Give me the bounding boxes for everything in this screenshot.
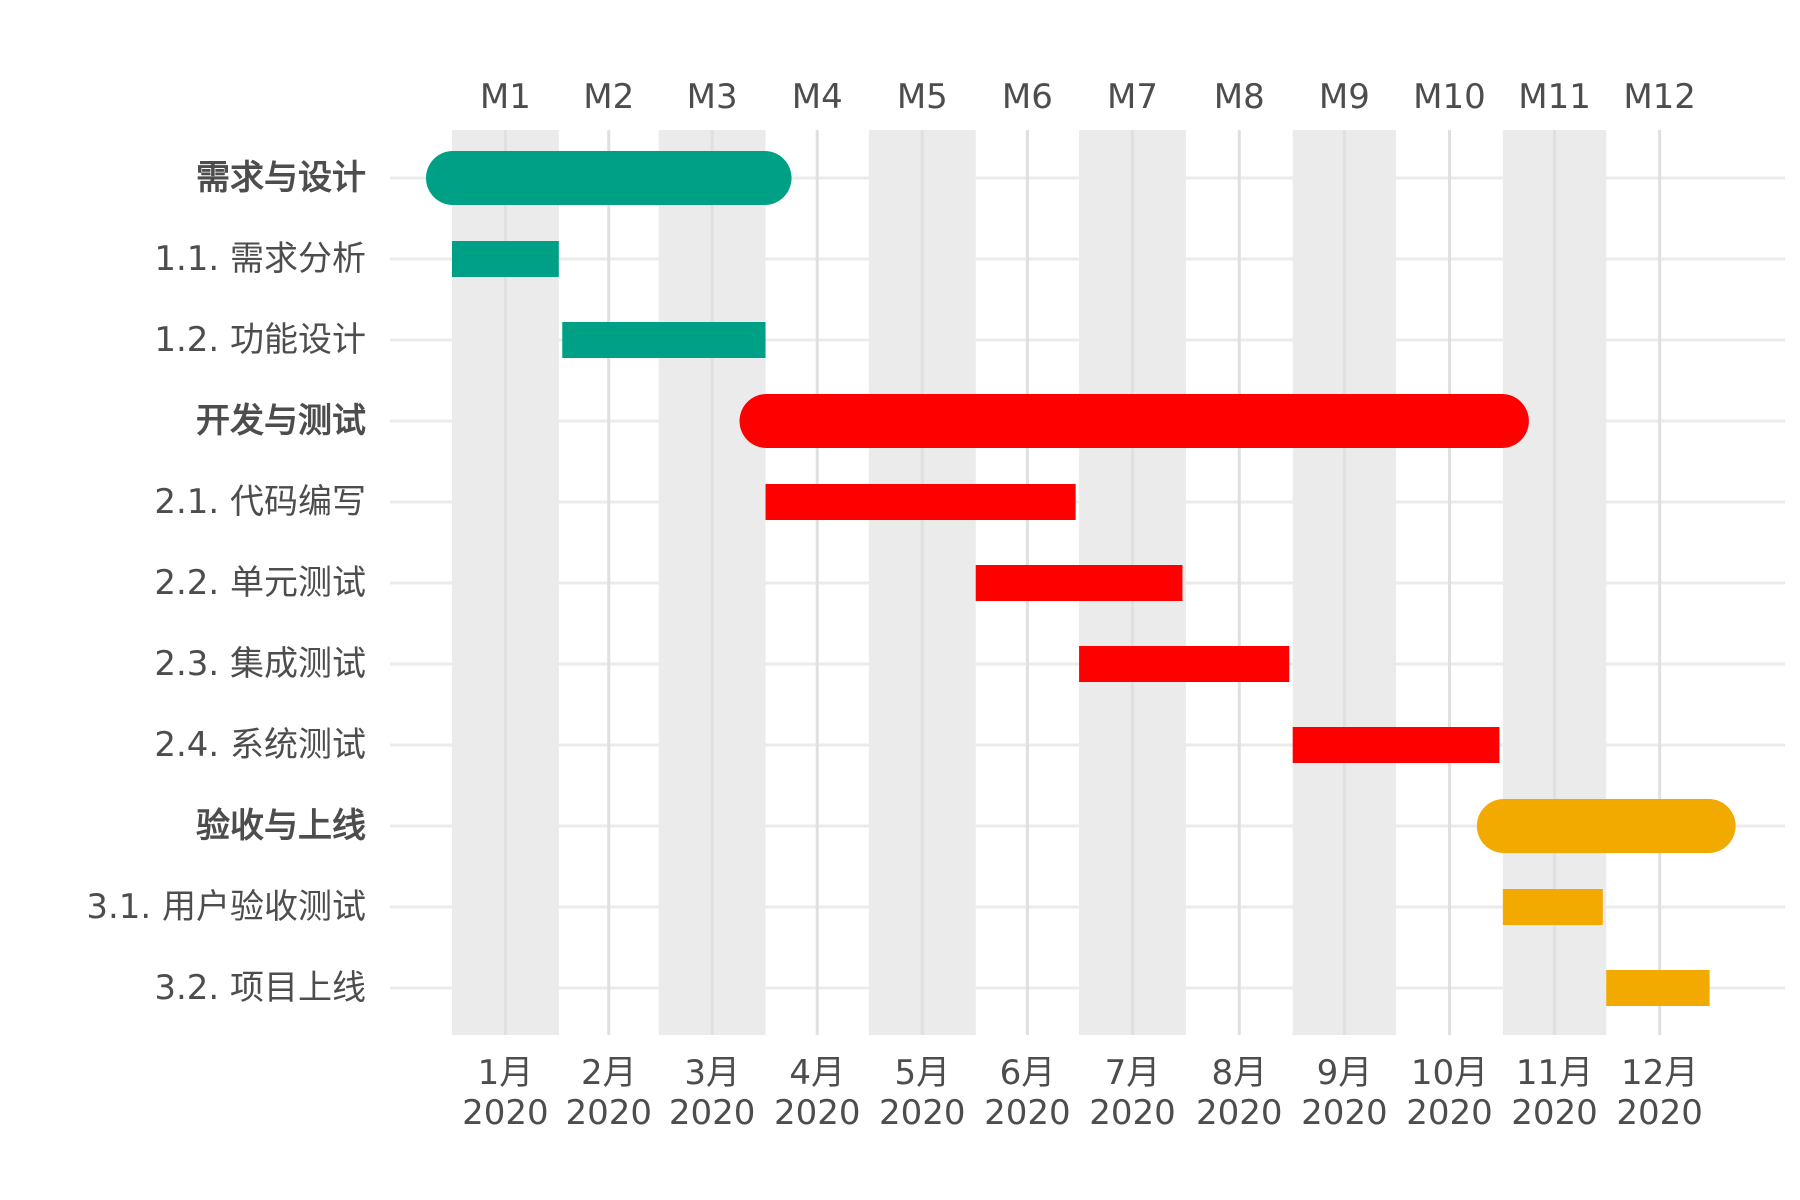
bottom-tick-year: 2020 xyxy=(1196,1093,1283,1133)
bottom-tick-year: 2020 xyxy=(462,1093,549,1133)
task-label: 2.2. 单元测试 xyxy=(154,563,366,603)
bottom-tick-year: 2020 xyxy=(566,1093,653,1133)
bottom-tick-year: 2020 xyxy=(984,1093,1071,1133)
bottom-tick-month: 10月 xyxy=(1411,1053,1488,1093)
bottom-tick-year: 2020 xyxy=(1089,1093,1176,1133)
bottom-tick-month: 5月 xyxy=(894,1053,950,1093)
phase-bar xyxy=(1476,799,1736,853)
top-tick-label: M9 xyxy=(1319,77,1370,117)
task-bar xyxy=(1606,970,1710,1006)
bottom-tick-month: 1月 xyxy=(478,1053,534,1093)
bottom-tick-year: 2020 xyxy=(1511,1093,1598,1133)
bottom-axis-labels: 1月20202月20203月20204月20205月20206月20207月20… xyxy=(462,1053,1703,1133)
top-tick-label: M4 xyxy=(792,77,843,117)
top-axis-labels: M1 M2 M3 M4 M5 M6 M7 M8 M9 M10 M11 M12 xyxy=(480,77,1696,117)
top-tick-label: M2 xyxy=(583,77,634,117)
bottom-tick-month: 4月 xyxy=(789,1053,845,1093)
task-bar xyxy=(1079,646,1290,682)
task-label: 2.4. 系统测试 xyxy=(154,725,366,765)
top-tick-label: M1 xyxy=(480,77,531,117)
bottom-tick-year: 2020 xyxy=(774,1093,861,1133)
top-tick-label: M7 xyxy=(1107,77,1158,117)
phase-label: 验收与上线 xyxy=(196,806,366,846)
task-label: 2.3. 集成测试 xyxy=(154,644,366,684)
task-label: 1.2. 功能设计 xyxy=(154,320,366,360)
top-tick-label: M5 xyxy=(897,77,948,117)
phase-label: 需求与设计 xyxy=(196,158,366,198)
bottom-tick-month: 12月 xyxy=(1621,1053,1698,1093)
task-bar xyxy=(975,565,1183,601)
task-label: 2.1. 代码编写 xyxy=(154,482,366,522)
task-bars xyxy=(426,151,1736,1006)
bottom-tick-year: 2020 xyxy=(1616,1093,1703,1133)
phase-label: 开发与测试 xyxy=(196,401,366,441)
top-tick-label: M8 xyxy=(1214,77,1265,117)
bottom-tick-month: 8月 xyxy=(1211,1053,1267,1093)
task-bar xyxy=(765,484,1076,520)
top-tick-label: M11 xyxy=(1518,77,1591,117)
task-bar xyxy=(452,241,559,277)
task-label: 3.2. 项目上线 xyxy=(154,968,366,1008)
bottom-tick-month: 9月 xyxy=(1317,1053,1373,1093)
task-label: 3.1. 用户验收测试 xyxy=(86,887,366,927)
top-tick-label: M12 xyxy=(1623,77,1696,117)
bottom-tick-month: 3月 xyxy=(684,1053,740,1093)
top-tick-label: M10 xyxy=(1413,77,1486,117)
task-bar xyxy=(1292,727,1500,763)
bottom-tick-month: 6月 xyxy=(1000,1053,1056,1093)
task-label: 1.1. 需求分析 xyxy=(154,239,366,279)
bottom-tick-month: 7月 xyxy=(1105,1053,1161,1093)
bottom-tick-year: 2020 xyxy=(1406,1093,1493,1133)
phase-bar xyxy=(739,394,1529,448)
bottom-tick-year: 2020 xyxy=(1301,1093,1388,1133)
top-tick-label: M6 xyxy=(1002,77,1053,117)
bottom-tick-year: 2020 xyxy=(669,1093,756,1133)
phase-bar xyxy=(426,151,792,205)
bottom-tick-year: 2020 xyxy=(879,1093,966,1133)
task-bar xyxy=(562,322,766,358)
top-tick-label: M3 xyxy=(687,77,738,117)
month-gridlines xyxy=(503,130,1662,1035)
bottom-tick-month: 2月 xyxy=(581,1053,637,1093)
task-bar xyxy=(1502,889,1603,925)
bottom-tick-month: 11月 xyxy=(1516,1053,1593,1093)
